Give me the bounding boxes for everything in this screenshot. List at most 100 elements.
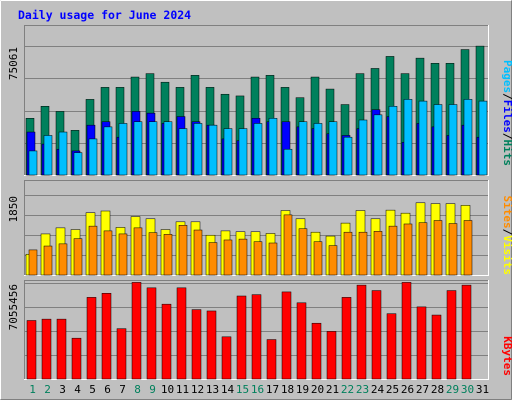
bar-sites	[208, 242, 218, 276]
bar-sites	[403, 223, 413, 276]
bar-pages	[478, 100, 488, 176]
bar-sites	[433, 220, 443, 276]
chart-panels: 75061 1850 7055456	[7, 25, 489, 380]
x-tick-label: 2	[44, 383, 51, 396]
x-tick-label: 7	[119, 383, 126, 396]
x-tick-label: 25	[386, 383, 399, 396]
x-tick-label: 31	[476, 383, 489, 396]
legend-sep-3: /	[501, 229, 512, 236]
bar-pages	[403, 99, 413, 176]
bar-pages	[343, 136, 353, 176]
bar-pages	[418, 100, 428, 176]
x-tick-label: 23	[356, 383, 369, 396]
day-labels: 1 2 3 4 5 6 7 8 9 10 11 12 13 14 15 16 17 18 19 20 21 22 23 24 2…	[29, 383, 489, 396]
bar-sites	[343, 231, 353, 276]
bar-pages	[328, 121, 338, 176]
legend-visits: Visits	[501, 235, 512, 275]
x-tick-label: 4	[74, 383, 81, 396]
bar-kbytes	[41, 318, 52, 380]
x-tick-label: 11	[176, 383, 189, 396]
x-tick-label: 29	[446, 383, 459, 396]
bar-sites	[58, 243, 68, 276]
bar-sites	[373, 231, 383, 276]
bar-sites	[238, 238, 248, 276]
bar-pages	[118, 123, 128, 176]
bar-kbytes	[311, 322, 322, 380]
bar-pages	[88, 138, 98, 176]
panel-visits-sites: 1850	[7, 180, 489, 276]
bar-sites	[88, 225, 98, 276]
bar-kbytes	[401, 282, 412, 380]
bar-kbytes	[431, 314, 442, 380]
bar-pages	[133, 121, 143, 176]
bar-kbytes	[446, 290, 457, 380]
legend-sites: Sites	[501, 196, 512, 229]
x-tick-label: 26	[401, 383, 414, 396]
legend-kbytes: KBytes	[501, 336, 512, 376]
bar-kbytes	[371, 290, 382, 380]
bar-pages	[58, 131, 68, 176]
bar-sites	[253, 241, 263, 276]
chart-title: Daily usage for June 2024	[18, 8, 191, 22]
bar-kbytes	[116, 328, 127, 380]
x-tick-label: 22	[341, 383, 354, 396]
bar-kbytes	[161, 303, 172, 380]
bar-sites	[358, 231, 368, 276]
bar-pages	[313, 123, 323, 176]
bar-pages	[388, 106, 398, 176]
legend-visits-sites: Sites/Visits	[501, 196, 512, 276]
bar-kbytes	[281, 291, 292, 380]
legend-hits: Hits	[501, 140, 512, 167]
x-tick-label: 5	[89, 383, 96, 396]
bar-pages	[358, 119, 368, 176]
bar-kbytes	[26, 320, 37, 380]
x-tick-label: 18	[281, 383, 294, 396]
bar-sites	[448, 223, 458, 276]
bar-kbytes	[341, 297, 352, 380]
bar-kbytes	[146, 287, 157, 380]
x-tick-label: 21	[326, 383, 339, 396]
bar-sites	[388, 225, 398, 276]
bar-kbytes	[101, 293, 112, 380]
bar-pages	[208, 124, 218, 176]
panel-hits-files-pages: 75061	[7, 25, 489, 176]
bar-sites	[283, 214, 293, 276]
y-tick-label: 75061	[7, 47, 20, 80]
bar-sites	[73, 238, 83, 276]
x-tick-label: 24	[371, 383, 385, 396]
bar-sites	[43, 245, 53, 276]
x-tick-label: 13	[206, 383, 219, 396]
bar-kbytes	[86, 297, 97, 380]
bar-pages	[463, 99, 473, 176]
bar-kbytes	[386, 313, 397, 380]
bar-pages	[148, 121, 158, 176]
legend-sep-2: /	[501, 133, 512, 140]
x-tick-label: 27	[416, 383, 429, 396]
x-tick-label: 20	[311, 383, 324, 396]
x-tick-label: 14	[221, 383, 235, 396]
legend-hits-files-pages: Pages/Files/Hits	[501, 60, 512, 166]
bar-sites	[103, 230, 113, 276]
bar-kbytes	[191, 309, 202, 380]
bar-kbytes	[326, 331, 337, 380]
x-tick-label: 17	[266, 383, 279, 396]
x-tick-label: 28	[431, 383, 444, 396]
bar-pages	[433, 104, 443, 176]
bar-sites	[268, 242, 278, 276]
x-tick-label: 15	[236, 383, 249, 396]
bar-sites	[178, 225, 188, 276]
y-tick-label: 7055456	[7, 284, 20, 330]
x-tick-label: 3	[59, 383, 66, 396]
y-tick-label: 1850	[7, 196, 20, 223]
bar-sites	[313, 241, 323, 276]
bar-pages	[238, 128, 248, 176]
x-tick-label: 19	[296, 383, 309, 396]
legend-files: Files	[501, 100, 512, 133]
legend-sep-1: /	[501, 93, 512, 100]
x-tick-label: 6	[104, 383, 111, 396]
bar-kbytes	[131, 282, 142, 380]
bar-kbytes	[416, 306, 427, 380]
bar-pages	[223, 128, 233, 176]
x-tick-label: 10	[161, 383, 174, 396]
